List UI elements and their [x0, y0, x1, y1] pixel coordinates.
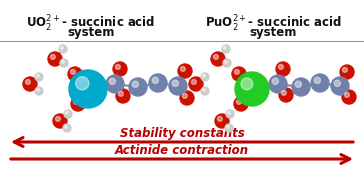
Circle shape [201, 73, 209, 81]
Circle shape [23, 77, 37, 91]
Circle shape [71, 69, 75, 74]
Circle shape [222, 45, 230, 53]
Circle shape [202, 88, 205, 91]
Circle shape [215, 114, 229, 128]
Circle shape [226, 110, 234, 118]
Circle shape [189, 77, 203, 91]
Circle shape [182, 93, 187, 98]
Text: UO$_2^{2+}$- succinic acid: UO$_2^{2+}$- succinic acid [26, 14, 156, 34]
Circle shape [211, 52, 225, 66]
Circle shape [344, 92, 349, 97]
Circle shape [201, 87, 209, 95]
Circle shape [311, 74, 329, 92]
Circle shape [217, 116, 222, 121]
Circle shape [340, 65, 354, 79]
Circle shape [228, 111, 230, 114]
Circle shape [343, 67, 347, 72]
Circle shape [224, 60, 227, 63]
Circle shape [235, 72, 269, 106]
Circle shape [181, 67, 185, 71]
Circle shape [68, 67, 82, 81]
Circle shape [129, 78, 147, 96]
Text: system: system [67, 26, 115, 39]
Circle shape [223, 46, 226, 49]
Circle shape [149, 74, 167, 92]
Circle shape [172, 80, 178, 86]
Circle shape [74, 99, 78, 104]
Text: Stability constants: Stability constants [120, 127, 244, 140]
Circle shape [53, 114, 67, 128]
Circle shape [342, 90, 356, 104]
Circle shape [241, 78, 253, 90]
Text: Actinide contraction: Actinide contraction [115, 144, 249, 157]
Circle shape [292, 78, 310, 96]
Circle shape [63, 124, 71, 132]
Circle shape [106, 75, 124, 93]
Circle shape [295, 81, 301, 88]
Circle shape [234, 69, 240, 74]
Circle shape [237, 99, 241, 104]
Circle shape [178, 64, 192, 78]
Circle shape [331, 77, 349, 95]
Circle shape [69, 70, 107, 108]
Circle shape [71, 97, 85, 111]
Circle shape [152, 77, 158, 84]
Circle shape [59, 45, 67, 53]
Circle shape [116, 89, 130, 103]
Circle shape [76, 77, 89, 90]
Circle shape [36, 74, 39, 77]
Circle shape [234, 97, 248, 111]
Circle shape [48, 52, 62, 66]
Circle shape [180, 91, 194, 105]
Circle shape [314, 77, 320, 84]
Circle shape [115, 64, 120, 69]
Circle shape [64, 110, 72, 118]
Circle shape [25, 79, 30, 84]
Circle shape [51, 54, 55, 59]
Circle shape [281, 91, 286, 95]
Circle shape [55, 116, 60, 121]
Circle shape [213, 54, 218, 59]
Circle shape [223, 59, 231, 67]
Circle shape [276, 62, 290, 76]
Circle shape [272, 78, 278, 84]
Circle shape [60, 59, 68, 67]
Circle shape [62, 60, 64, 63]
Circle shape [334, 80, 340, 86]
Circle shape [202, 74, 205, 77]
Text: system: system [249, 26, 297, 39]
Circle shape [269, 75, 287, 93]
Text: PuO$_2^{2+}$- succinic acid: PuO$_2^{2+}$- succinic acid [205, 14, 341, 34]
Circle shape [60, 46, 63, 49]
Circle shape [169, 77, 187, 95]
Circle shape [191, 79, 196, 84]
Circle shape [66, 111, 68, 114]
Circle shape [35, 87, 43, 95]
Circle shape [35, 73, 43, 81]
Circle shape [109, 78, 115, 84]
Circle shape [118, 91, 123, 96]
Circle shape [64, 125, 67, 128]
Circle shape [225, 124, 233, 132]
Circle shape [113, 62, 127, 76]
Circle shape [278, 64, 283, 69]
Circle shape [232, 67, 246, 81]
Circle shape [279, 88, 293, 102]
Circle shape [226, 125, 229, 128]
Circle shape [36, 88, 39, 91]
Circle shape [132, 81, 138, 88]
